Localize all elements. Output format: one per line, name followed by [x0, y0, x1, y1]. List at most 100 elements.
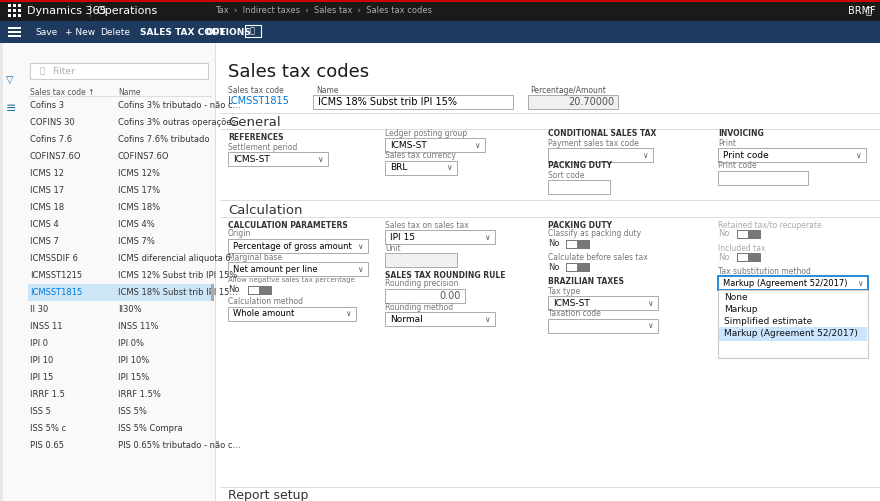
Text: COFINS 30: COFINS 30 [30, 118, 75, 127]
Text: 🔍: 🔍 [250, 27, 255, 36]
Bar [228, 152, 328, 166]
Text: Sales tax code ↑: Sales tax code ↑ [30, 88, 94, 97]
Text: ICMS 17: ICMS 17 [30, 186, 64, 195]
Text: Tax  ›  Indirect taxes  ›  Sales tax  ›  Sales tax codes: Tax › Indirect taxes › Sales tax › Sales… [215, 6, 432, 15]
Text: ICMS 18% Subst trib IPI 15…: ICMS 18% Subst trib IPI 15… [118, 288, 238, 297]
Text: ∨: ∨ [317, 154, 323, 163]
Text: Operations: Operations [96, 6, 158, 16]
Text: Sales tax codes: Sales tax codes [228, 63, 369, 81]
Text: ∨: ∨ [357, 241, 363, 250]
Text: ISS 5: ISS 5 [30, 407, 51, 416]
Text: II 30: II 30 [30, 305, 48, 314]
Bar [548, 319, 658, 333]
Text: Origin: Origin [228, 229, 252, 238]
Bar [0, 43, 215, 501]
Bar [718, 290, 868, 358]
Text: Sales tax on sales tax: Sales tax on sales tax [385, 220, 469, 229]
Text: ∨: ∨ [647, 322, 653, 331]
Bar [528, 95, 618, 109]
Bar [8, 31, 21, 33]
Text: ∨: ∨ [484, 315, 490, 324]
Text: ICMS 17%: ICMS 17% [118, 186, 160, 195]
Text: Print code: Print code [723, 150, 769, 159]
Text: PACKING DUTY: PACKING DUTY [548, 161, 612, 170]
Bar [0, 0, 880, 2]
Text: IPI 0: IPI 0 [30, 339, 48, 348]
Bar [737, 253, 761, 262]
Text: ISS 5% Compra: ISS 5% Compra [118, 424, 183, 433]
Text: Sales tax currency: Sales tax currency [385, 151, 456, 160]
Text: IPI 15: IPI 15 [30, 373, 54, 382]
Bar [718, 148, 866, 162]
Bar [385, 138, 485, 152]
Bar [567, 241, 577, 248]
Text: IPI 10%: IPI 10% [118, 356, 150, 365]
Text: No: No [548, 263, 560, 272]
Text: None: None [724, 294, 748, 303]
Text: II30%: II30% [118, 305, 142, 314]
Text: Percentage/Amount: Percentage/Amount [530, 86, 605, 95]
Text: IPI 0%: IPI 0% [118, 339, 144, 348]
Text: ICMSST1815: ICMSST1815 [228, 96, 289, 106]
Text: ∨: ∨ [446, 163, 451, 172]
Bar [718, 276, 868, 290]
Text: PIS 0.65: PIS 0.65 [30, 441, 64, 450]
Text: ICMS diferencial aliquota 6…: ICMS diferencial aliquota 6… [118, 254, 239, 263]
Text: ICMS 7: ICMS 7 [30, 237, 59, 246]
Text: Markup: Markup [724, 306, 758, 315]
Text: Name: Name [316, 86, 339, 95]
Text: COFINS7.6O: COFINS7.6O [30, 152, 82, 161]
Text: ICMS 12%: ICMS 12% [118, 169, 160, 178]
Text: 20.70000: 20.70000 [568, 97, 614, 107]
Bar [211, 284, 214, 301]
Text: ICMS 18% Subst trib IPI 15%: ICMS 18% Subst trib IPI 15% [318, 97, 457, 107]
Text: IRRF 1.5: IRRF 1.5 [30, 390, 65, 399]
Bar [13, 9, 16, 12]
Bar [385, 161, 457, 175]
Text: BRL: BRL [390, 163, 407, 172]
Text: SALES TAX ROUNDING RULE: SALES TAX ROUNDING RULE [385, 271, 505, 280]
Text: Tax substitution method: Tax substitution method [718, 267, 810, 276]
Text: Delete: Delete [100, 28, 130, 37]
Text: ICMS-ST: ICMS-ST [233, 154, 270, 163]
Text: Sales tax code: Sales tax code [228, 86, 283, 95]
Text: ∨: ∨ [857, 279, 862, 288]
Text: INSS 11%: INSS 11% [118, 322, 158, 331]
Bar [548, 148, 653, 162]
Text: No: No [228, 286, 239, 295]
Text: Tax type: Tax type [548, 287, 580, 296]
Text: BRMF: BRMF [848, 6, 876, 16]
Bar [738, 254, 748, 261]
Bar [228, 239, 368, 253]
Text: CALCULATION PARAMETERS: CALCULATION PARAMETERS [228, 220, 348, 229]
Bar [248, 286, 272, 295]
Bar [245, 25, 261, 37]
Bar [718, 171, 808, 185]
Bar [548, 180, 610, 194]
Bar [8, 9, 11, 12]
Bar [567, 264, 577, 271]
Text: Retained tax/to recuperate: Retained tax/to recuperate [718, 220, 822, 229]
Text: Markup (Agreement 52/2017): Markup (Agreement 52/2017) [724, 330, 858, 339]
Text: Ledger posting group: Ledger posting group [385, 128, 467, 137]
Text: ICMSSDIF 6: ICMSSDIF 6 [30, 254, 78, 263]
Text: Markup (Agreement 52/2017): Markup (Agreement 52/2017) [723, 279, 847, 288]
Text: COFINS7.6O: COFINS7.6O [118, 152, 170, 161]
Text: No: No [718, 253, 730, 262]
Text: ICMS 4%: ICMS 4% [118, 220, 155, 229]
Bar [216, 43, 880, 501]
Bar [313, 95, 513, 109]
Text: Marginal base: Marginal base [228, 253, 282, 262]
Text: Cofins 3% outras operações: Cofins 3% outras operações [118, 118, 236, 127]
Text: SALES TAX CODE: SALES TAX CODE [140, 28, 225, 37]
Bar [215, 43, 216, 501]
Bar [737, 230, 761, 239]
Bar [385, 312, 495, 326]
Text: Calculation: Calculation [228, 203, 303, 216]
Text: IPI 15%: IPI 15% [118, 373, 150, 382]
Bar [8, 14, 11, 17]
Text: ∨: ∨ [642, 150, 648, 159]
Bar [0, 21, 880, 43]
Text: CONDITIONAL SALES TAX: CONDITIONAL SALES TAX [548, 128, 656, 137]
Text: ICMS 12: ICMS 12 [30, 169, 64, 178]
